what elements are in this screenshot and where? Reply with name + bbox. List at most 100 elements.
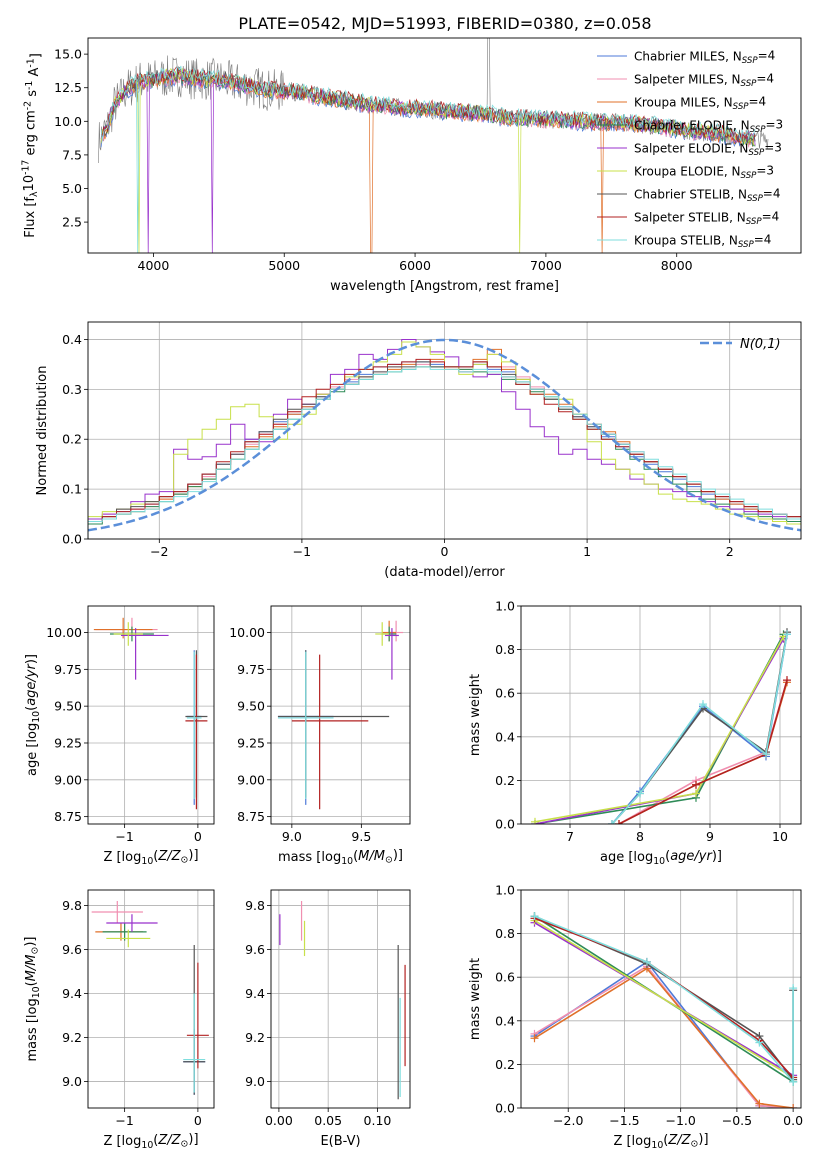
y-tick-label: 0.0 <box>62 532 82 547</box>
y-axis-label: age [log10(age/yr)] <box>24 654 42 776</box>
axes-frame <box>87 37 802 254</box>
y-tick-label: 1.0 <box>495 599 515 614</box>
errorbar-chabrier-elodie <box>102 923 147 941</box>
y-tick-label: 8.75 <box>237 809 265 824</box>
errorbar-salpeter-stelib <box>185 654 208 810</box>
x-tick-label: 0.0 <box>783 1113 803 1128</box>
y-tick-label: 0.4 <box>495 1013 515 1028</box>
residuals-legend: N(0,1) <box>700 337 781 352</box>
y-tick-label: 0.6 <box>495 686 515 701</box>
spectrum-model-line <box>100 65 756 253</box>
weight-marker <box>783 676 791 685</box>
x-tick-label: −2.0 <box>553 1113 583 1128</box>
y-tick-label: 2.5 <box>62 215 82 230</box>
axes-frame <box>520 605 802 825</box>
y-axis-label: mass weight <box>468 674 483 756</box>
x-tick-label: 7 <box>566 829 574 844</box>
x-tick-label: 0 <box>441 544 449 559</box>
legend-entry: Salpeter STELIB, NSSP=4 <box>634 209 779 227</box>
y-tick-label: 9.6 <box>62 942 82 957</box>
x-tick-label: −0.5 <box>722 1113 752 1128</box>
weight-marker <box>531 817 539 824</box>
x-tick-label: −1.5 <box>609 1113 639 1128</box>
histogram-kroupa-elodie <box>88 341 801 539</box>
x-tick-label: 9 <box>706 829 714 844</box>
y-tick-label: 10.0 <box>54 114 82 129</box>
weight-marker <box>642 957 651 966</box>
y-tick-label: 9.2 <box>62 1030 82 1045</box>
weight-line-salpeter-stelib <box>618 679 788 824</box>
y-tick-label: 9.8 <box>245 898 265 913</box>
legend-entry: N(0,1) <box>740 337 781 352</box>
y-tick-label: 9.50 <box>54 699 82 714</box>
x-axis-label: Z [log10(Z/Z⊙)] <box>103 1132 198 1151</box>
y-tick-label: 0.4 <box>495 729 515 744</box>
x-tick-label: 7000 <box>530 258 562 273</box>
figure-title: PLATE=0542, MJD=51993, FIBERID=0380, z=0… <box>238 14 651 33</box>
weight-line-kroupa-miles <box>534 967 794 1108</box>
errorbar-salpeter-stelib <box>291 654 369 810</box>
y-tick-label: 0.6 <box>495 970 515 985</box>
errorbar-kroupa-stelib <box>277 651 334 799</box>
weight_vs_age-axes: 7 8 9 10 0.0 0.2 0.4 0.6 0.8 1.0 age [log10(age/yr… <box>468 599 802 867</box>
errorbar-salpeter-stelib <box>186 962 209 1069</box>
weight-marker <box>530 912 539 921</box>
weight-marker <box>755 1038 764 1047</box>
x-tick-label: 0.00 <box>265 1113 293 1128</box>
y-tick-label: 8.75 <box>54 809 82 824</box>
histogram-kroupa-stelib <box>88 366 801 539</box>
axes-frame <box>520 889 802 1109</box>
x-axis-label: Z [log10(Z/Z⊙)] <box>103 848 198 867</box>
weight-marker <box>608 820 616 824</box>
legend-entry: Kroupa STELIB, NSSP=4 <box>634 232 771 250</box>
weight-marker <box>636 789 644 798</box>
y-tick-label: 0.0 <box>495 817 515 832</box>
weight-line-kroupa-elodie <box>534 919 794 1079</box>
errorbar-kroupa-elodie <box>106 929 151 948</box>
x-axis-label: Z [log10(Z/Z⊙)] <box>613 1132 708 1151</box>
weight-marker <box>789 1077 798 1086</box>
y-tick-label: 10.00 <box>229 625 265 640</box>
y-tick-label: 5.0 <box>62 181 82 196</box>
y-tick-label: 0.0 <box>495 1101 515 1116</box>
errorbar-salpeter-elodie <box>106 914 158 932</box>
y-tick-label: 0.8 <box>495 642 515 657</box>
age_vs_Z-axes: −1 0 8.75 9.00 9.25 9.50 9.75 10.00 Z [log10(Z/Z… <box>24 605 215 867</box>
mass_vs_Z-plot-area <box>91 901 209 1095</box>
y-tick-label: 9.75 <box>54 662 82 677</box>
axes-frame <box>87 605 215 825</box>
y-tick-label: 7.5 <box>62 147 82 162</box>
mass_vs_Z-axes: −1 0 9.0 9.2 9.4 9.6 9.8 Z [log10(Z/Z⊙)] mass [l… <box>23 889 215 1151</box>
x-tick-label: −1.0 <box>665 1113 695 1128</box>
weight-marker <box>692 789 700 798</box>
axes-frame <box>270 889 411 1109</box>
x-tick-label: −1 <box>115 1113 133 1128</box>
y-tick-label: 0.2 <box>62 432 82 447</box>
legend-entry: Kroupa ELODIE, NSSP=3 <box>634 163 774 181</box>
histogram-salpeter-elodie <box>88 339 801 539</box>
errorbar-kroupa-elodie <box>113 622 143 646</box>
errorbar-salpeter-miles <box>91 901 143 924</box>
legend-entry: Kroupa MILES, NSSP=4 <box>634 94 766 112</box>
y-tick-label: 1.0 <box>495 883 515 898</box>
x-tick-label: 4000 <box>138 258 170 273</box>
x-axis-label: wavelength [Angstrom, rest frame] <box>330 279 559 294</box>
weight_vs_age-plot-area <box>531 628 791 824</box>
y-tick-label: 9.25 <box>54 735 82 750</box>
y-axis-label: mass [log10(M/M⊙)] <box>23 937 42 1062</box>
y-tick-label: 0.1 <box>62 482 82 497</box>
y-tick-label: 0.2 <box>495 773 515 788</box>
x-axis-label: E(B-V) <box>320 1134 360 1149</box>
y-tick-label: 9.0 <box>62 1074 82 1089</box>
residuals-plot-area <box>88 338 801 539</box>
x-tick-label: 2 <box>726 544 734 559</box>
mass_vs_ebv-axes: 0.00 0.05 0.10 9.0 9.2 9.4 9.6 9.8 E(B-V) <box>245 889 411 1149</box>
y-tick-label: 0.2 <box>495 1057 515 1072</box>
x-tick-label: −2 <box>150 544 168 559</box>
y-tick-label: 0.8 <box>495 926 515 941</box>
errorbar-kroupa-stelib <box>183 993 206 1093</box>
y-tick-label: 9.6 <box>245 942 265 957</box>
legend-entry: Chabrier MILES, NSSP=4 <box>634 48 775 66</box>
x-axis-label: age [log10(age/yr)] <box>600 849 722 867</box>
